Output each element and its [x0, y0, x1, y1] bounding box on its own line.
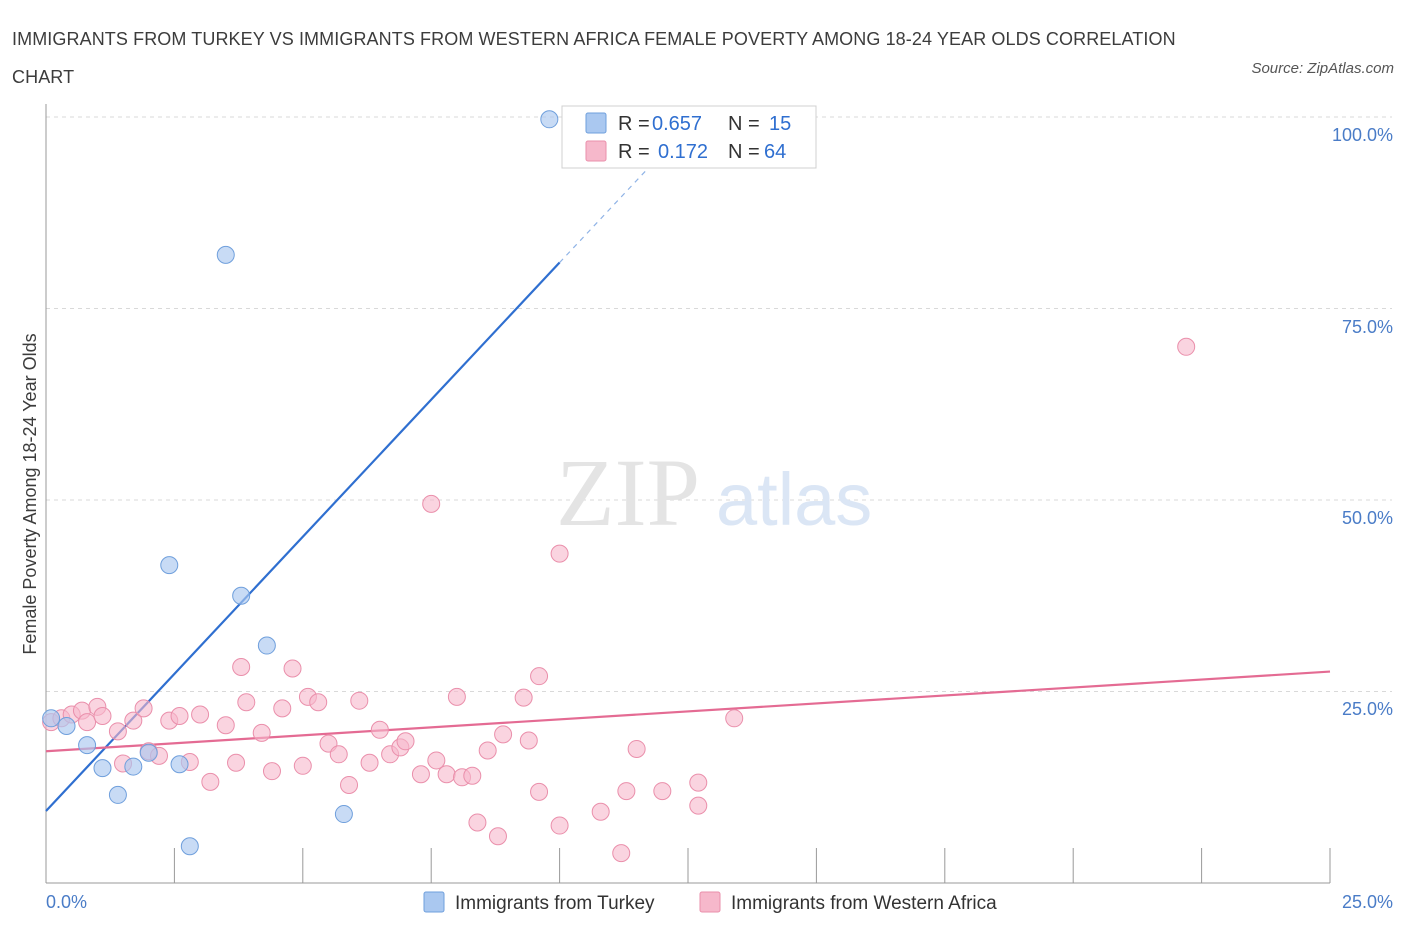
- point-wafrica: [283, 659, 302, 678]
- point-wafrica: [550, 544, 569, 563]
- series-legend-label-turkey: Immigrants from Turkey: [455, 893, 655, 914]
- y-tick-label-25: 25.0%: [1342, 699, 1393, 719]
- point-wafrica: [627, 739, 646, 758]
- point-wafrica: [232, 657, 251, 676]
- point-wafrica: [134, 699, 153, 718]
- point-wafrica: [273, 699, 292, 718]
- point-turkey: [139, 743, 158, 762]
- point-wafrica: [237, 693, 256, 712]
- point-turkey: [160, 556, 179, 575]
- point-wafrica: [468, 813, 487, 832]
- point-wafrica: [427, 751, 446, 770]
- series-legend-swatch-turkey: [423, 891, 445, 913]
- legend-r-label-wafrica: R =: [618, 141, 650, 163]
- legend-r-value-wafrica: 0.172: [658, 141, 708, 163]
- point-wafrica: [494, 725, 513, 744]
- point-turkey: [257, 636, 276, 655]
- point-wafrica: [653, 782, 672, 801]
- point-wafrica: [530, 782, 549, 801]
- point-turkey: [232, 586, 251, 605]
- point-wafrica: [93, 707, 112, 726]
- point-wafrica: [108, 722, 127, 741]
- series-legend-label-wafrica: Immigrants from Western Africa: [731, 893, 997, 914]
- point-turkey: [334, 805, 353, 824]
- point-turkey: [170, 755, 189, 774]
- stats-legend: R = 0.657 N = 15 R = 0.172 N = 64: [561, 105, 817, 169]
- point-turkey: [42, 709, 61, 728]
- point-wafrica: [124, 711, 143, 730]
- point-wafrica: [689, 796, 708, 815]
- point-wafrica: [689, 773, 708, 792]
- point-wafrica: [370, 720, 389, 739]
- point-wafrica: [293, 756, 312, 775]
- point-wafrica: [463, 766, 482, 785]
- point-wafrica: [617, 782, 636, 801]
- point-wafrica: [340, 775, 359, 794]
- point-wafrica: [227, 753, 246, 772]
- point-wafrica: [1177, 337, 1196, 356]
- point-wafrica: [612, 844, 631, 863]
- axes: [45, 104, 1331, 884]
- legend-swatch-wafrica: [585, 140, 607, 162]
- point-turkey: [57, 716, 76, 735]
- point-wafrica: [216, 716, 235, 735]
- point-wafrica: [514, 688, 533, 707]
- point-turkey: [124, 757, 143, 776]
- point-wafrica: [262, 762, 281, 781]
- point-wafrica: [411, 765, 430, 784]
- legend-n-value-wafrica: 64: [764, 141, 786, 163]
- point-wafrica: [725, 709, 744, 728]
- point-wafrica: [309, 693, 328, 712]
- point-wafrica: [201, 772, 220, 791]
- point-wafrica: [422, 494, 441, 513]
- point-wafrica: [591, 802, 610, 821]
- y-axis-title: Female Poverty Among 18-24 Year Olds: [20, 333, 40, 654]
- point-wafrica: [350, 691, 369, 710]
- point-turkey: [93, 759, 112, 778]
- point-wafrica: [78, 713, 97, 732]
- point-wafrica: [437, 765, 456, 784]
- series-legend: Immigrants from Turkey Immigrants from W…: [423, 891, 997, 914]
- watermark-zip: ZIP: [556, 439, 700, 546]
- y-tick-label-50: 50.0%: [1342, 508, 1393, 528]
- y-tick-label-75: 75.0%: [1342, 317, 1393, 337]
- data-points: [42, 110, 1196, 863]
- y-tick-label-100: 100.0%: [1332, 125, 1393, 145]
- legend-r-value-turkey: 0.657: [652, 113, 702, 135]
- watermark-atlas: atlas: [716, 458, 872, 541]
- legend-n-label-wafrica: N =: [728, 141, 760, 163]
- point-wafrica: [447, 687, 466, 706]
- point-wafrica: [519, 731, 538, 750]
- point-wafrica: [329, 745, 348, 764]
- point-wafrica: [252, 723, 271, 742]
- grid-lines: [46, 116, 1392, 692]
- trend-line-wafrica: [45, 670, 1331, 753]
- source-label: Source: ZipAtlas.com: [1251, 60, 1394, 77]
- x-tick-label-25: 25.0%: [1342, 892, 1393, 912]
- series-legend-swatch-wafrica: [699, 891, 721, 913]
- x-tick-label-0: 0.0%: [46, 892, 87, 912]
- point-wafrica: [530, 667, 549, 686]
- point-turkey: [108, 785, 127, 804]
- legend-r-label-turkey: R =: [618, 113, 650, 135]
- legend-n-label-turkey: N =: [728, 113, 760, 135]
- point-wafrica: [478, 741, 497, 760]
- point-wafrica: [550, 816, 569, 835]
- point-wafrica: [191, 705, 210, 724]
- point-turkey: [78, 736, 97, 755]
- point-turkey: [216, 245, 235, 264]
- point-wafrica: [488, 827, 507, 846]
- point-wafrica: [170, 707, 189, 726]
- legend-swatch-turkey: [585, 112, 607, 134]
- point-wafrica: [396, 732, 415, 751]
- point-turkey: [180, 837, 199, 856]
- point-wafrica: [360, 753, 379, 772]
- legend-n-value-turkey: 15: [769, 113, 791, 135]
- point-turkey: [540, 110, 559, 129]
- chart-title: IMMIGRANTS FROM TURKEY VS IMMIGRANTS FRO…: [12, 29, 1176, 87]
